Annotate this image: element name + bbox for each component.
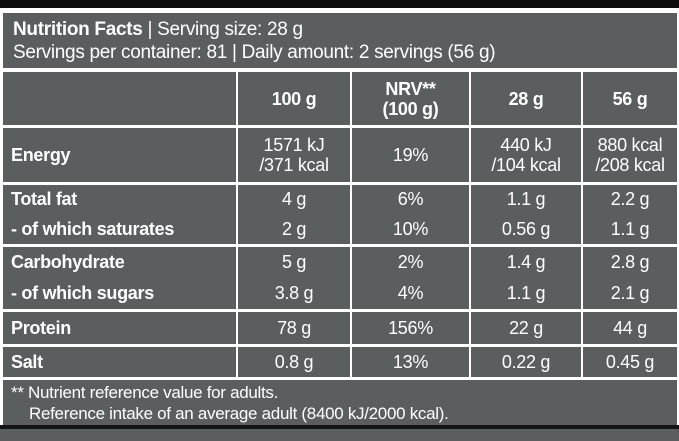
table-row-total-fat: Total fat 4 g 6% 1.1 g 2.2 g	[3, 185, 677, 214]
cell-salt-100g: 0.8 g	[238, 347, 350, 377]
cell-energy-100g: 1571 kJ/371 kcal	[238, 128, 350, 182]
row-label-energy: Energy	[3, 128, 236, 182]
row-label-salt: Salt	[3, 347, 236, 377]
title-line: Nutrition Facts | Serving size: 28 g	[13, 18, 677, 41]
bottom-edge-bar	[0, 429, 679, 441]
table-corner-cell	[3, 72, 236, 125]
cell-energy-28g-kj: 440 kJ	[500, 135, 552, 155]
servings-line: Servings per container: 81 | Daily amoun…	[13, 42, 496, 63]
nutrition-table: 100 g NRV** (100 g) 28 g 56 g Energy 1571…	[3, 72, 677, 377]
row-label-carbohydrate: Carbohydrate	[3, 247, 236, 278]
bottom-divider	[0, 425, 679, 429]
col-header-56g-text: 56 g	[612, 88, 648, 109]
cell-protein-nrv: 156%	[352, 312, 469, 344]
cell-energy-nrv: 19%	[352, 128, 469, 182]
table-row-saturates: - of which saturates 2 g 10% 0.56 g 1.1 …	[3, 214, 677, 244]
table-row-energy: Energy 1571 kJ/371 kcal 19% 440 kJ/104 k…	[3, 128, 677, 182]
cell-salt-nrv: 13%	[352, 347, 469, 377]
footnote-band: ** Nutrient reference value for adults. …	[3, 380, 677, 425]
cell-total-fat-28g: 1.1 g	[471, 185, 581, 214]
label-title: Nutrition Facts	[13, 19, 143, 40]
serving-size-text: | Serving size: 28 g	[142, 19, 304, 40]
cell-energy-56g-kj: 880 kcal	[597, 135, 663, 155]
cell-sugars-100g: 3.8 g	[238, 278, 350, 309]
col-header-nrv: NRV** (100 g)	[352, 72, 469, 125]
row-label-saturates: - of which saturates	[3, 214, 236, 244]
col-header-nrv-line2: (100 g)	[382, 98, 439, 119]
cell-total-fat-100g: 4 g	[238, 185, 350, 214]
table-row-carbohydrate: Carbohydrate 5 g 2% 1.4 g 2.8 g	[3, 247, 677, 278]
cell-carbohydrate-56g: 2.8 g	[583, 247, 677, 278]
table-row-salt: Salt 0.8 g 13% 0.22 g 0.45 g	[3, 347, 677, 377]
cell-sugars-56g: 2.1 g	[583, 278, 677, 309]
label-header-band: Nutrition Facts | Serving size: 28 g Ser…	[3, 13, 677, 68]
cell-protein-56g: 44 g	[583, 312, 677, 344]
cell-energy-56g: 880 kcal/208 kcal	[583, 128, 677, 182]
cell-salt-28g: 0.22 g	[471, 347, 581, 377]
col-header-100g-text: 100 g	[271, 88, 317, 109]
footnote-line1: ** Nutrient reference value for adults.	[11, 383, 279, 402]
col-header-nrv-line1: NRV**	[385, 78, 436, 99]
cell-saturates-nrv: 10%	[352, 214, 469, 244]
cell-sugars-28g: 1.1 g	[471, 278, 581, 309]
cell-energy-56g-kcal: /208 kcal	[595, 155, 665, 175]
cell-total-fat-nrv: 6%	[352, 185, 469, 214]
cell-carbohydrate-nrv: 2%	[352, 247, 469, 278]
row-label-sugars: - of which sugars	[3, 278, 236, 309]
table-row-protein: Protein 78 g 156% 22 g 44 g	[3, 312, 677, 344]
cell-energy-28g: 440 kJ/104 kcal	[471, 128, 581, 182]
cell-saturates-28g: 0.56 g	[471, 214, 581, 244]
cell-total-fat-56g: 2.2 g	[583, 185, 677, 214]
col-header-28g: 28 g	[471, 72, 581, 125]
cell-protein-100g: 78 g	[238, 312, 350, 344]
col-header-28g-text: 28 g	[508, 88, 544, 109]
cell-carbohydrate-100g: 5 g	[238, 247, 350, 278]
cell-salt-56g: 0.45 g	[583, 347, 677, 377]
table-row-sugars: - of which sugars 3.8 g 4% 1.1 g 2.1 g	[3, 278, 677, 309]
cell-energy-100g-kcal: /371 kcal	[259, 155, 329, 175]
cell-saturates-56g: 1.1 g	[583, 214, 677, 244]
col-header-100g: 100 g	[238, 72, 350, 125]
footnote-line2: Reference intake of an average adult (84…	[29, 404, 449, 423]
cell-energy-100g-kj: 1571 kJ	[263, 135, 325, 155]
col-header-56g: 56 g	[583, 72, 677, 125]
top-edge-bar	[0, 0, 679, 8]
cell-protein-28g: 22 g	[471, 312, 581, 344]
cell-carbohydrate-28g: 1.4 g	[471, 247, 581, 278]
row-label-protein: Protein	[3, 312, 236, 344]
row-label-total-fat: Total fat	[3, 185, 236, 214]
cell-energy-28g-kcal: /104 kcal	[491, 155, 561, 175]
cell-sugars-nrv: 4%	[352, 278, 469, 309]
cell-energy-nrv-text: 19%	[392, 145, 429, 165]
table-header-row: 100 g NRV** (100 g) 28 g 56 g	[3, 72, 677, 125]
cell-saturates-100g: 2 g	[238, 214, 350, 244]
